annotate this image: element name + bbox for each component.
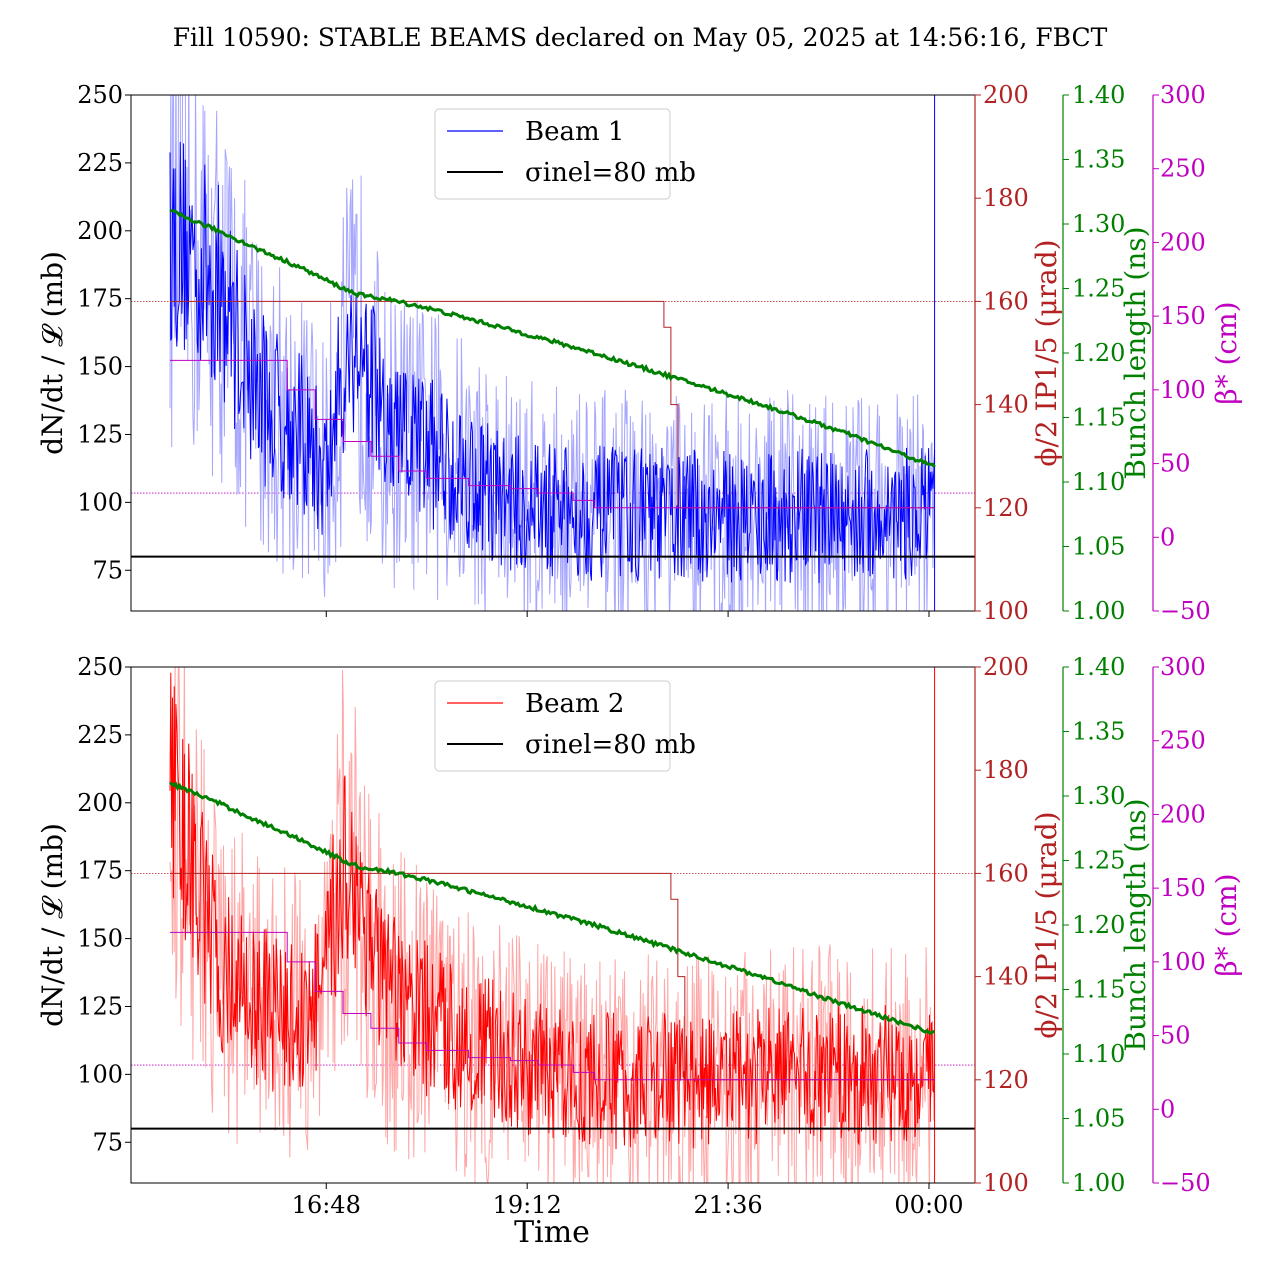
bunch-length-series: [169, 781, 935, 1035]
y-axis-label-left: dN/dt / 𝓛 (mb): [36, 823, 69, 1027]
plot-area: [131, 95, 975, 611]
bunch-tick-label: 1.25: [1072, 847, 1125, 875]
beam-series: [169, 141, 936, 584]
phi-tick-label: 120: [983, 1066, 1029, 1094]
beta-star-series: [170, 931, 935, 1081]
beta-tick-label: 200: [1160, 228, 1206, 256]
bunch-tick-label: 1.25: [1072, 275, 1125, 303]
left-tick-label: 225: [77, 149, 123, 177]
legend-label-beam: Beam 2: [525, 689, 624, 719]
bunch-tick-label: 1.40: [1072, 81, 1125, 109]
beta-tick-label: 150: [1160, 874, 1206, 902]
phi-tick-label: 200: [983, 81, 1029, 109]
left-tick-label: 75: [92, 1128, 123, 1156]
legend-label-sigma: σinel=80 mb: [525, 730, 696, 760]
crossing-angle-series: [170, 300, 935, 509]
x-tick-label: 16:48: [292, 1191, 361, 1219]
bunch-tick-label: 1.30: [1072, 782, 1125, 810]
beam-series: [169, 672, 936, 1150]
legend-label-sigma: σinel=80 mb: [525, 158, 696, 188]
left-tick-label: 225: [77, 721, 123, 749]
bunch-tick-label: 1.15: [1072, 404, 1125, 432]
left-tick-label: 175: [77, 857, 123, 885]
crossing-angle-series: [170, 872, 935, 1081]
y-axis-label-left: dN/dt / 𝓛 (mb): [36, 251, 69, 455]
plot-area: [131, 667, 975, 1183]
x-tick-label: 19:12: [493, 1191, 562, 1219]
left-tick-label: 175: [77, 285, 123, 313]
bunch-tick-label: 1.10: [1072, 468, 1125, 496]
chart-title: Fill 10590: STABLE BEAMS declared on May…: [173, 23, 1108, 52]
phi-tick-label: 180: [983, 184, 1029, 212]
left-tick-label: 75: [92, 556, 123, 584]
left-tick-label: 250: [77, 653, 123, 681]
beta-tick-label: 200: [1160, 800, 1206, 828]
left-tick-label: 125: [77, 992, 123, 1020]
phi-tick-label: 100: [983, 597, 1029, 625]
phi-tick-label: 100: [983, 1169, 1029, 1197]
phi-tick-label: 180: [983, 756, 1029, 784]
beta-tick-label: 0: [1160, 523, 1175, 551]
phi-tick-label: 140: [983, 391, 1029, 419]
y-axis-label-beta: β* (cm): [1210, 873, 1243, 976]
bunch-tick-label: 1.00: [1072, 1169, 1125, 1197]
bunch-tick-label: 1.10: [1072, 1040, 1125, 1068]
left-tick-label: 200: [77, 217, 123, 245]
bunch-tick-label: 1.40: [1072, 653, 1125, 681]
left-tick-label: 100: [77, 1060, 123, 1088]
phi-tick-label: 120: [983, 494, 1029, 522]
beta-tick-label: 300: [1160, 81, 1206, 109]
bunch-length-series: [169, 208, 936, 468]
bunch-tick-label: 1.20: [1072, 911, 1125, 939]
phi-tick-label: 200: [983, 653, 1029, 681]
left-tick-label: 100: [77, 488, 123, 516]
x-tick-label: 00:00: [894, 1191, 963, 1219]
phi-tick-label: 140: [983, 963, 1029, 991]
left-tick-label: 150: [77, 925, 123, 953]
left-tick-label: 125: [77, 420, 123, 448]
left-tick-label: 150: [77, 353, 123, 381]
y-axis-label-bunch: Bunch length (ns): [1119, 798, 1152, 1051]
bunch-tick-label: 1.15: [1072, 976, 1125, 1004]
beta-tick-label: 50: [1160, 450, 1191, 478]
beta-tick-label: −50: [1160, 597, 1211, 625]
x-axis-label: Time: [514, 1215, 590, 1250]
y-axis-label-phi: ϕ/2 IP1/5 (μrad): [1030, 239, 1063, 466]
y-axis-label-bunch: Bunch length (ns): [1119, 226, 1152, 479]
phi-tick-label: 160: [983, 287, 1029, 315]
phi-tick-label: 160: [983, 859, 1029, 887]
bunch-tick-label: 1.00: [1072, 597, 1125, 625]
beta-tick-label: 150: [1160, 302, 1206, 330]
x-tick-label: 21:36: [694, 1191, 763, 1219]
beta-tick-label: 100: [1160, 948, 1206, 976]
beta-tick-label: 0: [1160, 1095, 1175, 1123]
panel-bottom: 75 100 125 150 175 200 225 250 100 120 140 160 180 20…: [36, 653, 1243, 1219]
y-axis-label-beta: β* (cm): [1210, 301, 1243, 404]
beta-tick-label: 250: [1160, 155, 1206, 183]
bunch-tick-label: 1.20: [1072, 339, 1125, 367]
bunch-tick-label: 1.35: [1072, 146, 1125, 174]
left-tick-label: 250: [77, 81, 123, 109]
bunch-tick-label: 1.30: [1072, 210, 1125, 238]
beta-tick-label: 100: [1160, 376, 1206, 404]
bunch-tick-label: 1.05: [1072, 1105, 1125, 1133]
beta-tick-label: 250: [1160, 727, 1206, 755]
panel-top: 75 100 125 150 175 200 225 250 100 120 140 160 180 20…: [36, 81, 1243, 625]
bunch-tick-label: 1.35: [1072, 718, 1125, 746]
beta-tick-label: 50: [1160, 1022, 1191, 1050]
legend-label-beam: Beam 1: [525, 117, 624, 147]
left-tick-label: 200: [77, 789, 123, 817]
bunch-tick-label: 1.05: [1072, 533, 1125, 561]
beta-tick-label: −50: [1160, 1169, 1211, 1197]
y-axis-label-phi: ϕ/2 IP1/5 (μrad): [1030, 811, 1063, 1038]
beta-tick-label: 300: [1160, 653, 1206, 681]
beta-star-series: [170, 359, 935, 509]
